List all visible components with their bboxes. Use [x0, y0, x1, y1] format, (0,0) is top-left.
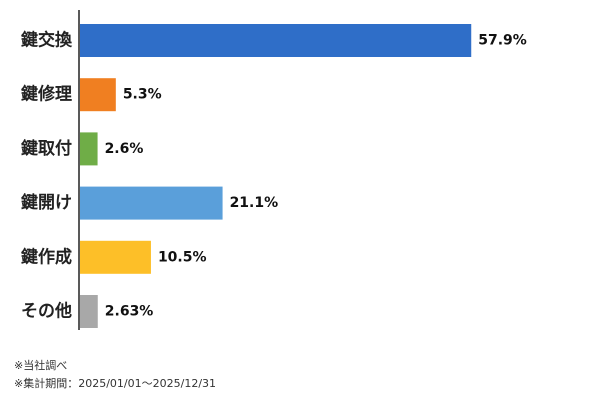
footnote-period: ※集計期間：2025/01/01〜2025/12/31: [14, 377, 217, 390]
category-label-2: 鍵取付: [21, 138, 72, 159]
value-label-4: 10.5%: [158, 249, 207, 265]
value-label-0: 57.9%: [478, 33, 527, 49]
bar-5: [80, 295, 98, 328]
category-label-5: その他: [21, 301, 72, 322]
category-label-3: 鍵開け: [21, 192, 72, 213]
bar-2: [80, 132, 98, 166]
footnote-source: ※当社調べ: [14, 359, 68, 372]
bar-3: [80, 186, 223, 220]
value-label-3: 21.1%: [230, 195, 279, 211]
category-label-4: 鍵作成: [21, 246, 72, 267]
category-label-0: 鍵交換: [21, 30, 73, 51]
bar-1: [80, 78, 116, 112]
bar-0: [80, 24, 472, 57]
category-label-1: 鍵修理: [21, 84, 72, 105]
bar-4: [80, 240, 151, 274]
value-label-1: 5.3%: [123, 87, 162, 103]
value-label-5: 2.63%: [105, 304, 154, 320]
value-label-2: 2.6%: [105, 141, 144, 157]
